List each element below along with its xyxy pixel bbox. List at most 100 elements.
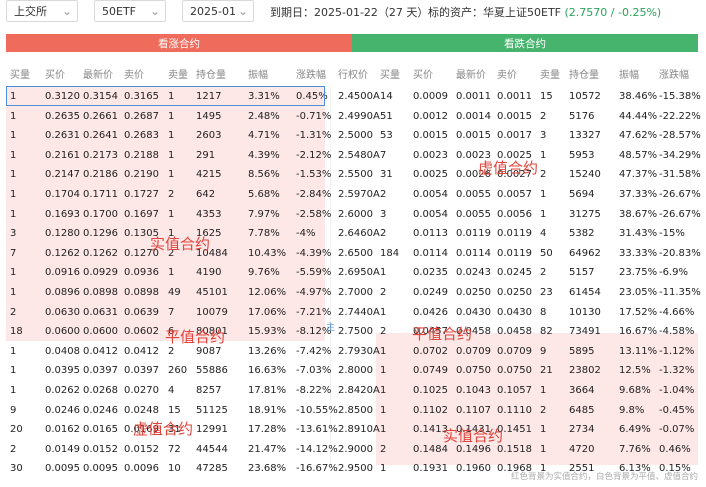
call-cell: 0.2173 [83, 149, 118, 161]
table-row[interactable]: 7 0.1262 0.1262 0.1270 2 10484 10.43% -4.39% 2.6… [0, 244, 706, 264]
selected-row-highlight [6, 86, 325, 106]
table-row[interactable]: 1 0.0262 0.0268 0.0270 4 8257 17.81% -8.22% 2.84… [0, 381, 706, 401]
put-cell: -15.38% [659, 91, 701, 102]
put-cell: 0.0119 [456, 228, 491, 240]
put-cell: 8 [540, 306, 547, 318]
table-row[interactable]: 1 0.2147 0.2186 0.2190 1 4215 8.56% -1.53% 2.550… [0, 165, 706, 185]
put-header-cell: 最新价 [456, 70, 486, 81]
put-cell: 31 [380, 169, 393, 181]
put-itm-label: 实值合约 [443, 427, 504, 445]
call-cell: 15 [168, 404, 181, 416]
call-cell: 51125 [196, 404, 228, 416]
call-cell: 3.31% [248, 91, 280, 102]
call-cell: 1 [10, 149, 17, 161]
call-cell: -4.39% [296, 247, 332, 259]
call-cell: 7.78% [248, 228, 280, 240]
call-cell: 2 [168, 247, 175, 259]
call-header-cell: 买价 [45, 70, 65, 81]
call-cell: 9087 [196, 345, 222, 357]
call-cell: 15.93% [248, 326, 287, 338]
put-cell: -6.9% [659, 267, 689, 279]
put-cell: 0.15% [659, 463, 691, 475]
put-cell: 0.0430 [497, 306, 532, 318]
days-remaining: （27 天） [377, 6, 429, 19]
table-row[interactable]: 1 0.0408 0.0412 0.0412 2 9087 13.26% -7.42% 2.79… [0, 342, 706, 362]
table-row[interactable]: 1 0.1704 0.1711 0.1727 2 642 5.68% -2.84% 2.5970… [0, 185, 706, 205]
table-row[interactable]: 1 0.1693 0.1700 0.1697 1 4353 7.97% -2.58% 2.600… [0, 205, 706, 225]
call-cell: 4353 [196, 208, 222, 220]
call-cell: 0.0630 [45, 306, 80, 318]
put-cell: 0.1518 [497, 443, 532, 455]
call-cell: -4% [296, 228, 316, 240]
call-cell: 0.0631 [83, 306, 118, 318]
call-cell: 0.0248 [124, 404, 159, 416]
call-cell: 4.39% [248, 149, 280, 161]
call-itm-label: 实值合约 [150, 235, 211, 253]
table-row[interactable]: 1 0.3120 0.3154 0.3165 1 1217 3.31% 0.45% 2.4500… [0, 87, 706, 107]
table-row[interactable]: 2 0.0630 0.0631 0.0639 7 10079 17.06% -7.21% 2.7… [0, 303, 706, 323]
table-row[interactable]: 30 0.0095 0.0095 0.0096 10 47285 23.68% -16.67%… [0, 459, 706, 479]
table-row[interactable]: 1 0.0395 0.0397 0.0397 260 55886 16.63% -7.03% 2… [0, 361, 706, 381]
underlying-select[interactable]: 50ETF ⌄ [94, 0, 166, 22]
call-cell: -7.21% [296, 306, 332, 318]
put-header-cell: 持仓量 [569, 70, 599, 81]
put-cell: 51 [380, 110, 393, 122]
table-row[interactable]: 1 0.0916 0.0929 0.0936 1 4190 9.76% -5.59% 2.695… [0, 263, 706, 283]
put-cell: 2 [380, 287, 387, 298]
call-cell: 1 [10, 365, 17, 377]
call-cell: 0.3165 [124, 91, 159, 102]
table-row[interactable]: 3 0.1280 0.1296 0.1305 1 1625 7.78% -4% 2.6460A 2… [0, 224, 706, 244]
call-cell: 0.0162 [45, 424, 80, 436]
put-cell: 6.49% [619, 424, 651, 436]
call-cell: 0.0268 [83, 385, 118, 396]
put-cell: 12.5% [619, 365, 651, 377]
call-cell: 291 [196, 149, 216, 161]
put-cell: -26.67% [659, 208, 701, 220]
put-cell: 0.0243 [456, 267, 491, 279]
put-cell: 9.8% [619, 404, 645, 416]
call-cell: 1 [10, 208, 17, 220]
month-select[interactable]: 2025-01 ⌄ [182, 0, 254, 22]
put-cell: 64962 [569, 247, 601, 259]
call-cell: 0.0270 [124, 385, 159, 396]
table-row[interactable]: 20 0.0162 0.0165 0.0169 31 12991 17.28% -13.61%… [0, 420, 706, 440]
call-cell: 17.28% [248, 424, 287, 436]
table-row[interactable]: 1 0.2631 0.2641 0.2683 1 2603 4.71% -1.31% 2.500… [0, 126, 706, 146]
asset-label: 标的资产：华夏上证50ETF [428, 6, 561, 19]
call-cell: -13.61% [296, 424, 338, 436]
put-cell: 0.0055 [456, 208, 491, 220]
table-row[interactable]: 1 0.2635 0.2661 0.2687 1 1495 2.48% -0.71% 2.499… [0, 107, 706, 127]
put-cell: 21 [540, 365, 553, 377]
put-cell: 23.75% [619, 267, 658, 279]
call-cell: 2 [10, 306, 17, 318]
call-cell: 0.0936 [124, 267, 159, 279]
call-cell: 0.2161 [45, 149, 80, 161]
put-cell: 16.67% [619, 326, 658, 338]
strike-price: 2.8500 [338, 404, 373, 416]
call-cell: 0.2661 [83, 110, 118, 122]
strike-price: 2.8910A [338, 424, 380, 436]
call-cell: 1 [10, 91, 17, 102]
put-cell: 33.33% [619, 247, 658, 259]
exchange-select[interactable]: 上交所 ⌄ [6, 0, 78, 22]
table-row[interactable]: 1 0.0896 0.0898 0.0898 49 45101 12.06% -4.97% 2.… [0, 283, 706, 303]
call-cell: 2.48% [248, 110, 280, 122]
table-row[interactable]: 18 0.0600 0.0600 0.0602 6 80801 15.93% -8.12% 2.… [0, 322, 706, 342]
table-row[interactable]: 1 0.2161 0.2173 0.2188 1 291 4.39% -2.12% 2.5480… [0, 146, 706, 166]
put-cell: 53 [380, 130, 393, 142]
table-row[interactable]: 9 0.0246 0.0246 0.0248 15 51125 18.91% -10.55% 2… [0, 401, 706, 421]
put-cell: 5176 [569, 110, 595, 122]
call-cell: 17.81% [248, 385, 287, 396]
call-cell: 0.0412 [83, 345, 118, 357]
put-cell: 4 [540, 228, 547, 240]
call-cell: 0.1693 [45, 208, 80, 220]
call-cell: 72 [168, 443, 181, 455]
put-cell: 0.0015 [497, 110, 532, 122]
put-cell: 0.0011 [497, 91, 532, 102]
put-cell: 0.0026 [456, 169, 491, 181]
call-cell: 0.1700 [83, 208, 118, 220]
table-row[interactable]: 2 0.0149 0.0152 0.0152 72 44544 21.47% -14.12% 2… [0, 440, 706, 460]
call-header-cell: 最新价 [83, 70, 113, 81]
put-cell: 2734 [569, 424, 595, 436]
strike-price: 2.7930A [338, 345, 380, 357]
